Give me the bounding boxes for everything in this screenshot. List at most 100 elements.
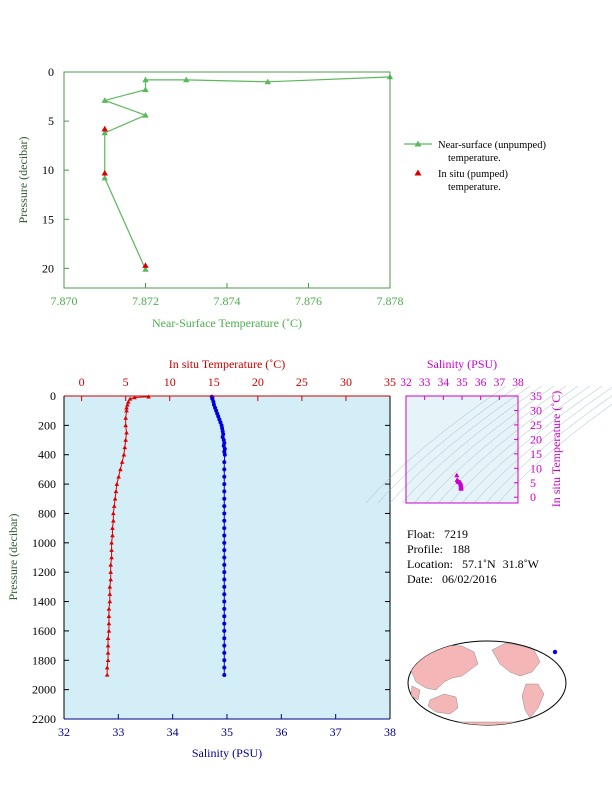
profile-bottom-axis-label: Salinity (PSU): [192, 746, 262, 760]
top-y-tick-label: 20: [42, 261, 54, 275]
in-situ-point: [101, 169, 108, 176]
near-surface-point: [101, 97, 108, 103]
density-contour: [485, 395, 612, 504]
legend-label-in-situ-2: temperature.: [448, 182, 501, 193]
temperature-point: [107, 591, 113, 596]
ts-x-tick-label: 37: [494, 377, 506, 389]
in-situ-point: [142, 262, 149, 268]
profile-y-tick-label: 2000: [32, 683, 56, 697]
density-contour: [437, 385, 579, 504]
salinity-point: [222, 650, 227, 655]
ts-diagram-xlabel: Salinity (PSU): [427, 357, 497, 371]
temperature-point: [105, 643, 111, 648]
location-row: Location: 57.1˚N 31.8˚W: [407, 557, 539, 572]
float-value: 7219: [444, 527, 469, 541]
profile-top-axis-label: In situ Temperature (˚C): [169, 357, 286, 371]
near-surface-series-line: [102, 76, 391, 270]
top-x-tick-label: 7.876: [295, 294, 322, 308]
density-contour: [425, 385, 567, 504]
float-row: Float: 7219: [407, 527, 539, 542]
ts-x-tick-label: 35: [456, 377, 468, 389]
salinity-point: [222, 548, 227, 553]
temperature-point: [125, 402, 130, 407]
legend-label-in-situ: In situ (pumped): [438, 169, 508, 180]
salinity-point: [222, 504, 227, 509]
legend-marker-in-situ: [414, 169, 422, 176]
ts-diagram-series: [454, 472, 464, 491]
temperature-tick-label: 20: [252, 375, 264, 389]
date-value: 06/02/2016: [442, 572, 497, 586]
salinity-tick-label: 32: [58, 725, 70, 739]
salinity-point: [222, 482, 227, 487]
temperature-point: [105, 650, 111, 655]
temperature-point: [132, 395, 137, 400]
density-contour: [389, 385, 531, 504]
temperature-point: [106, 621, 112, 626]
near-surface-point: [142, 86, 149, 93]
ts-y-tick-label: 25: [530, 418, 542, 432]
temperature-point: [119, 459, 125, 464]
profile-y-tick-label: 0: [50, 389, 56, 403]
salinity-tick-label: 35: [221, 725, 233, 739]
map-antarctica: [409, 721, 565, 725]
salinity-point: [222, 672, 227, 677]
temperature-point: [111, 503, 117, 508]
temperature-point: [123, 423, 128, 428]
top-chart-ticks: 7.870 7.872 7.874 7.876 7.878 0 5 10 15 20: [42, 65, 404, 308]
salinity-point: [222, 496, 227, 501]
profile-y-tick-label: 800: [38, 506, 56, 520]
top-x-tick-label: 7.874: [214, 294, 241, 308]
density-contour: [365, 385, 507, 504]
density-contour: [377, 385, 519, 504]
profile-y-tick-label: 1800: [32, 653, 56, 667]
profile-y-tick-label: 600: [38, 477, 56, 491]
profile-value: 188: [452, 542, 470, 556]
location-lat: 57.1˚N: [461, 557, 496, 571]
ts-y-tick-label: 0: [530, 490, 536, 504]
profile-row: Profile: 188: [407, 542, 539, 557]
location-map: [407, 640, 567, 726]
ts-y-tick-label: 15: [530, 447, 542, 461]
temperature-tick-label: 5: [123, 375, 129, 389]
in-situ-point: [101, 125, 108, 132]
top-y-tick-label: 15: [42, 212, 54, 226]
salinity-point: [222, 555, 227, 560]
salinity-point: [222, 474, 227, 479]
profile-y-tick-label: 1000: [32, 536, 56, 550]
ts-y-tick-label: 5: [530, 476, 536, 490]
top-x-tick-label: 7.872: [132, 294, 159, 308]
legend-label-near-surface: Near-surface (unpumped): [438, 140, 546, 151]
top-x-tick-label: 7.870: [51, 294, 78, 308]
salinity-point: [222, 511, 227, 516]
near-surface-point: [142, 76, 149, 83]
profile-label: Profile:: [407, 542, 443, 556]
salinity-point: [222, 533, 227, 538]
temperature-point: [111, 511, 116, 516]
float-info: Float: 7219 Profile: 188 Location: 57.1˚…: [407, 527, 539, 587]
ts-x-tick-label: 33: [419, 377, 431, 389]
temperature-point: [123, 415, 128, 420]
salinity-point: [222, 636, 227, 641]
profile-y-tick-label: 1400: [32, 595, 56, 609]
profile-chart-series: [104, 394, 227, 677]
float-location-marker: [552, 649, 558, 655]
salinity-point: [222, 592, 227, 597]
temperature-point: [123, 437, 128, 442]
salinity-point: [222, 658, 227, 663]
salinity-point: [222, 570, 227, 575]
temperature-point: [106, 606, 112, 611]
float-label: Float:: [407, 527, 436, 541]
salinity-point: [222, 452, 227, 457]
top-y-tick-label: 5: [48, 114, 54, 128]
ts-point: [454, 472, 460, 478]
salinity-point: [222, 599, 227, 604]
top-x-tick-label: 7.878: [377, 294, 404, 308]
map-australia: [427, 693, 459, 715]
temperature-point: [104, 665, 110, 670]
salinity-point: [222, 467, 227, 472]
top-chart-xlabel: Near-Surface Temperature (˚C): [152, 316, 302, 330]
temperature-point: [105, 635, 111, 640]
salinity-tick-label: 38: [384, 725, 396, 739]
